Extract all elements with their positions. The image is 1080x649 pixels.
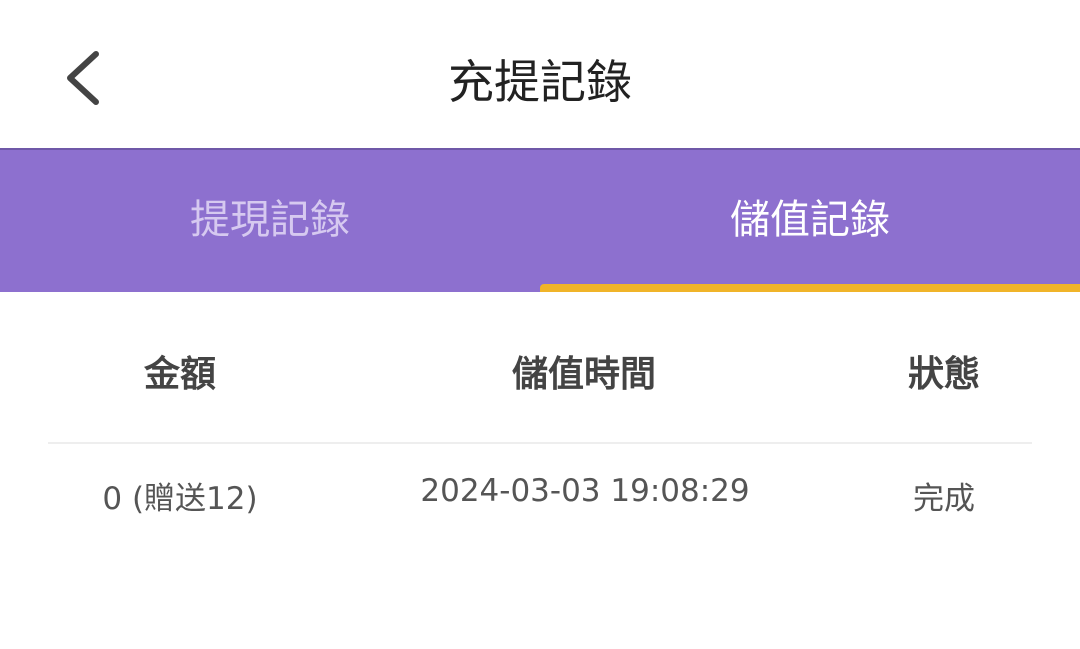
cell-amount: 0 (贈送12): [102, 481, 258, 517]
page-title: 充提記錄: [448, 55, 632, 109]
active-tab-indicator: [540, 284, 1080, 292]
divider: [48, 442, 1032, 444]
cell-status: 完成: [913, 481, 975, 517]
back-button[interactable]: [62, 48, 112, 108]
cell-time: 2024-03-03 19:08:29: [420, 473, 750, 509]
tab-bar: 提現記錄 儲值記錄: [0, 148, 1080, 292]
tab-deposit-records[interactable]: 儲值記錄: [730, 197, 890, 243]
column-header-time: 儲值時間: [511, 354, 656, 395]
tab-withdraw-records[interactable]: 提現記錄: [190, 197, 350, 243]
chevron-left-icon: [67, 51, 99, 105]
column-header-amount: 金額: [143, 354, 216, 395]
header: 充提記錄: [0, 0, 1080, 148]
column-header-status: 狀態: [907, 354, 980, 395]
